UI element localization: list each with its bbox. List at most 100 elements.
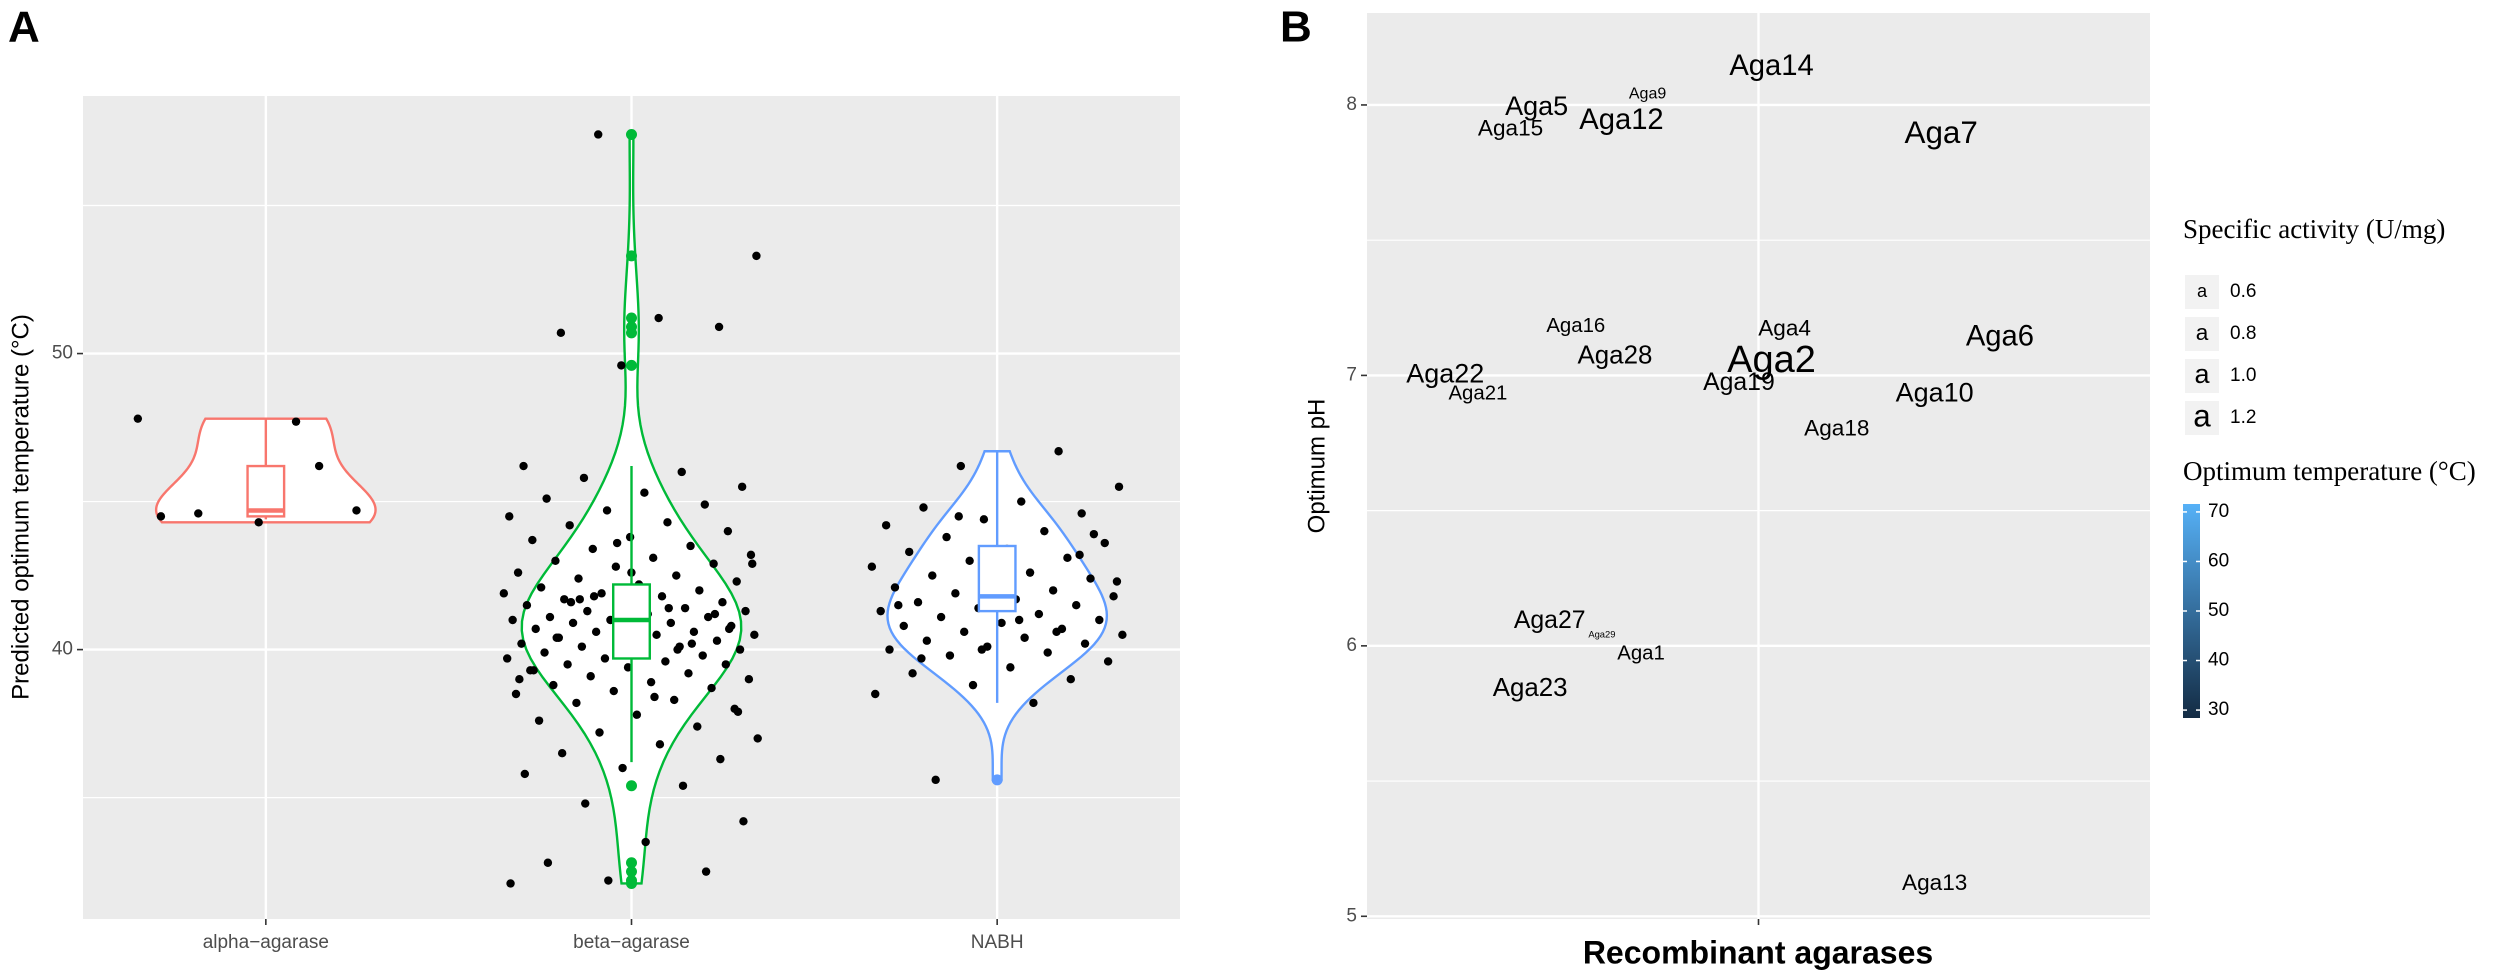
data-point bbox=[1040, 526, 1049, 536]
data-point bbox=[945, 651, 955, 660]
legend-key-symbol: a bbox=[2194, 359, 2210, 389]
data-point bbox=[609, 686, 618, 696]
legend-key-symbol: a bbox=[2193, 398, 2211, 433]
data-point bbox=[556, 328, 566, 338]
colorbar-label: 40 bbox=[2208, 650, 2229, 671]
data-point bbox=[314, 461, 324, 471]
data-point bbox=[352, 506, 361, 515]
data-point bbox=[672, 571, 681, 580]
data-point bbox=[529, 666, 538, 675]
data-point bbox=[654, 313, 663, 323]
data-point bbox=[565, 521, 574, 530]
data-point bbox=[746, 550, 756, 560]
data-point bbox=[652, 630, 661, 639]
data-point bbox=[1095, 615, 1104, 625]
data-point bbox=[748, 559, 757, 568]
data-point bbox=[673, 645, 682, 654]
data-point bbox=[560, 595, 569, 604]
data-point bbox=[291, 417, 301, 426]
data-point bbox=[655, 740, 665, 749]
data-point bbox=[505, 512, 514, 521]
data-point bbox=[617, 361, 626, 370]
y-axis-title: Predicted optimum temperature (°C) bbox=[7, 314, 34, 700]
data-point bbox=[1020, 633, 1029, 642]
data-point bbox=[867, 562, 877, 571]
data-point bbox=[542, 494, 551, 503]
data-point bbox=[707, 683, 716, 693]
data-point bbox=[951, 589, 960, 598]
data-point bbox=[657, 592, 667, 601]
data-point bbox=[689, 627, 699, 637]
data-point bbox=[579, 473, 589, 483]
data-point bbox=[997, 618, 1006, 628]
data-point bbox=[566, 598, 576, 607]
data-point bbox=[936, 612, 946, 622]
data-point bbox=[646, 677, 656, 687]
y-tick-label: 8 bbox=[1346, 94, 1357, 115]
outlier bbox=[626, 877, 637, 889]
data-point bbox=[721, 660, 731, 669]
legend-key bbox=[2185, 401, 2219, 435]
data-point bbox=[959, 627, 969, 637]
outlier bbox=[626, 327, 637, 339]
x-tick-label: NABH bbox=[971, 932, 1024, 953]
y-tick-label: 5 bbox=[1346, 905, 1357, 926]
data-point bbox=[931, 775, 940, 785]
point-label: Aga16 bbox=[1546, 315, 1605, 337]
data-point bbox=[876, 606, 885, 616]
data-point bbox=[650, 692, 659, 702]
data-point bbox=[575, 595, 584, 604]
data-point bbox=[709, 559, 718, 568]
data-point bbox=[678, 781, 688, 790]
data-point bbox=[519, 461, 528, 471]
legend-key-symbol: a bbox=[2196, 320, 2209, 345]
legend-label: 1.0 bbox=[2230, 365, 2256, 386]
legend-title: Specific activity (U/mg) bbox=[2183, 214, 2445, 244]
data-point bbox=[956, 461, 966, 471]
data-point bbox=[965, 556, 974, 565]
data-point bbox=[595, 728, 604, 737]
data-point bbox=[632, 710, 642, 719]
data-point bbox=[871, 689, 880, 699]
data-point bbox=[670, 695, 679, 705]
data-point bbox=[942, 532, 951, 542]
data-point bbox=[739, 817, 748, 826]
outlier bbox=[626, 250, 637, 262]
colorbar-label: 50 bbox=[2208, 600, 2229, 621]
data-point bbox=[1063, 553, 1072, 563]
data-point bbox=[545, 612, 555, 622]
data-point bbox=[583, 606, 592, 616]
colorbar-label: 60 bbox=[2208, 550, 2229, 571]
data-point bbox=[604, 876, 613, 885]
point-label: Aga28 bbox=[1578, 341, 1653, 369]
data-point bbox=[908, 669, 917, 678]
data-point bbox=[666, 618, 676, 628]
data-point bbox=[641, 837, 650, 847]
legend-key bbox=[2185, 275, 2219, 309]
data-point bbox=[1072, 600, 1081, 610]
outlier bbox=[626, 866, 637, 878]
data-point bbox=[543, 858, 553, 867]
data-point bbox=[1075, 550, 1084, 560]
data-point bbox=[735, 645, 745, 654]
data-point bbox=[905, 547, 914, 557]
data-point bbox=[750, 630, 759, 639]
data-point bbox=[922, 636, 932, 645]
data-point bbox=[534, 716, 544, 725]
colorbar-label: 70 bbox=[2208, 501, 2229, 522]
data-point bbox=[724, 624, 734, 634]
data-point bbox=[586, 672, 595, 681]
point-label: Aga9 bbox=[1629, 85, 1666, 102]
data-point bbox=[1077, 509, 1086, 518]
data-point bbox=[899, 621, 908, 631]
box bbox=[977, 544, 1017, 613]
data-point bbox=[712, 636, 722, 645]
data-point bbox=[1006, 663, 1015, 672]
data-point bbox=[589, 592, 599, 601]
colorbar-label: 30 bbox=[2208, 699, 2229, 720]
data-point bbox=[536, 583, 546, 592]
data-point bbox=[511, 689, 521, 699]
point-label: Aga19 bbox=[1703, 369, 1775, 396]
point-label: Aga2 bbox=[1727, 339, 1816, 381]
point-label: Aga18 bbox=[1804, 415, 1869, 440]
